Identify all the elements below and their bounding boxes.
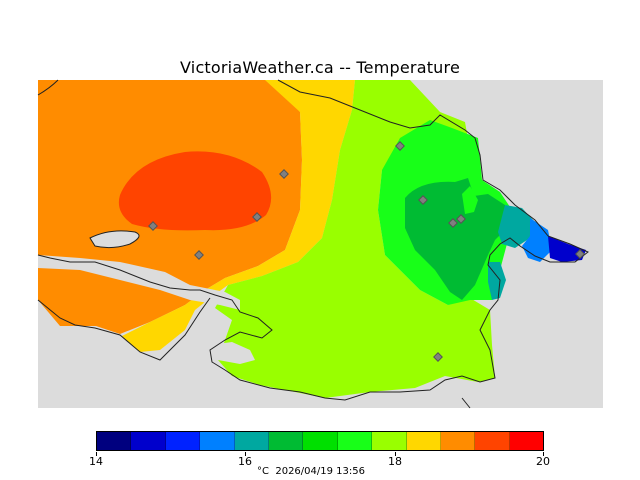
station-markers bbox=[148, 141, 585, 362]
color-legend-bar bbox=[96, 431, 544, 451]
legend-tick-label: 18 bbox=[388, 455, 402, 468]
yellow-zone bbox=[122, 80, 355, 352]
station-marker bbox=[433, 352, 443, 362]
legend-color-swatch bbox=[337, 432, 373, 450]
green-patch bbox=[462, 186, 478, 214]
hot-core-zone bbox=[118, 151, 272, 231]
water-bay-south bbox=[210, 342, 255, 364]
blue-zone bbox=[522, 218, 552, 262]
legend-color-swatch bbox=[440, 432, 476, 450]
teal-zone bbox=[498, 205, 535, 248]
water-channel bbox=[38, 255, 240, 310]
legend-unit: °C bbox=[257, 466, 269, 477]
legend-color-swatch bbox=[372, 432, 407, 450]
legend-color-swatch bbox=[165, 432, 201, 450]
legend-color-swatch bbox=[268, 432, 304, 450]
station-marker bbox=[395, 141, 405, 151]
legend-color-swatch bbox=[406, 432, 441, 450]
legend-footer: °C 2026/04/19 13:56 bbox=[257, 466, 365, 477]
legend-color-swatch bbox=[475, 432, 510, 450]
legend-color-swatch bbox=[234, 432, 269, 450]
station-marker bbox=[148, 221, 158, 231]
legend-timestamp: 2026/04/19 13:56 bbox=[275, 466, 365, 477]
legend-tick bbox=[245, 452, 246, 456]
legend-tick bbox=[395, 452, 396, 456]
legend-color-swatch bbox=[200, 432, 235, 450]
legend-color-swatch bbox=[97, 432, 132, 450]
station-marker bbox=[194, 250, 204, 260]
legend-tick bbox=[543, 452, 544, 456]
dark-blue-zone bbox=[548, 236, 586, 262]
legend-tick bbox=[96, 452, 97, 456]
station-marker bbox=[418, 195, 428, 205]
dark-green-zone bbox=[405, 178, 510, 300]
map-title: VictoriaWeather.ca -- Temperature bbox=[180, 58, 460, 77]
coastline bbox=[37, 79, 589, 409]
temperature-map bbox=[37, 79, 603, 409]
legend-color-swatch bbox=[131, 432, 166, 450]
legend-tick-label: 14 bbox=[89, 455, 103, 468]
teal-zone-south bbox=[488, 262, 506, 300]
station-marker bbox=[448, 218, 458, 228]
legend-tick-label: 20 bbox=[536, 455, 550, 468]
station-marker bbox=[279, 169, 289, 179]
legend-color-swatch bbox=[303, 432, 338, 450]
water-inlet-west bbox=[90, 230, 139, 248]
station-marker bbox=[575, 249, 585, 259]
legend-color-swatch bbox=[509, 432, 544, 450]
station-marker bbox=[456, 214, 466, 224]
legend-tick-label: 16 bbox=[238, 455, 252, 468]
station-marker bbox=[252, 212, 262, 222]
